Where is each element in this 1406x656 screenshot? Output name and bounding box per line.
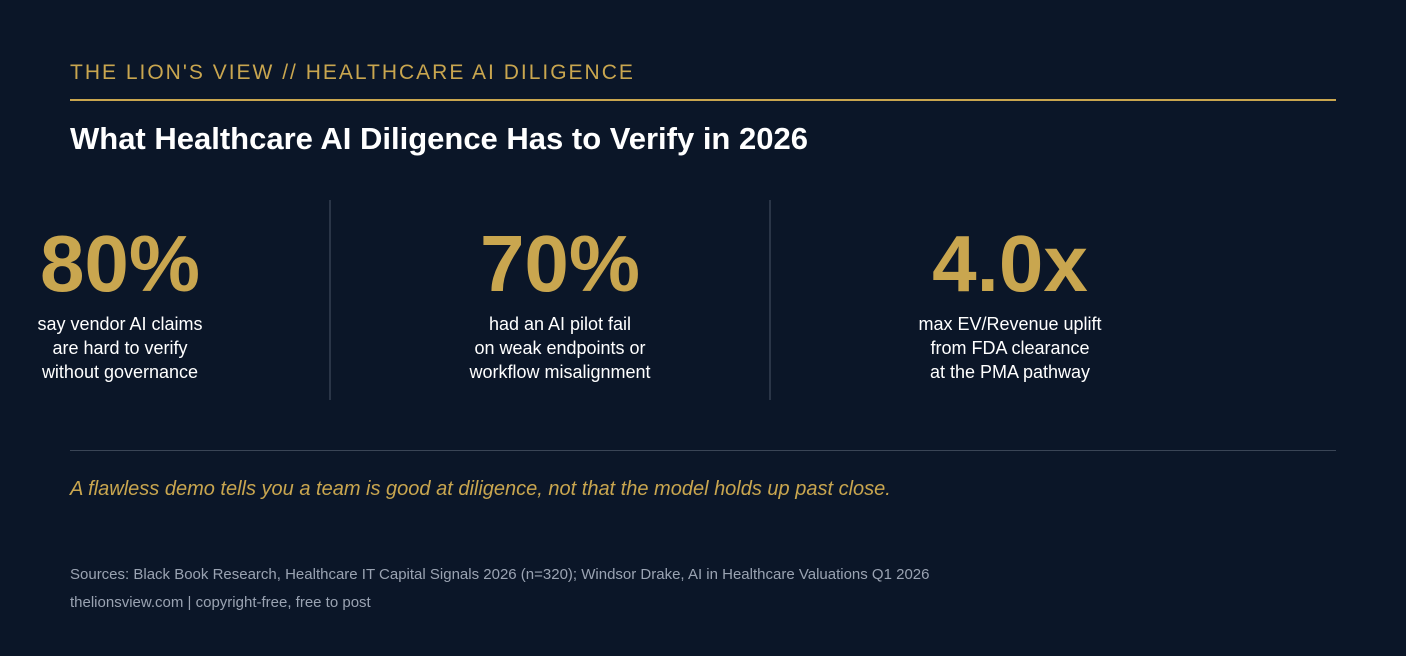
header-divider [70, 99, 1336, 101]
stat-description-line: workflow misalignment [469, 362, 651, 382]
stat-description-line: without governance [41, 362, 199, 382]
stat-divider [329, 200, 331, 400]
page-title: What Healthcare AI Diligence Has to Veri… [70, 121, 808, 156]
sources-note: Sources: Black Book Research, Healthcare… [70, 566, 930, 583]
section-divider [70, 450, 1336, 451]
stat-description: say vendor AI claims are hard to verify … [0, 312, 250, 384]
stat-description-line: say vendor AI claims [37, 314, 203, 334]
footer-credit: thelionsview.com | copyright-free, free … [70, 594, 371, 611]
stat-description-line: are hard to verify [52, 338, 188, 358]
stat-description-line: on weak endpoints or [474, 338, 646, 358]
stat-description-line: max EV/Revenue uplift [918, 314, 1102, 334]
stat-card: 80% say vendor AI claims are hard to ver… [0, 218, 250, 384]
stat-description-line: from FDA clearance [930, 338, 1090, 358]
stat-description-line: at the PMA pathway [929, 362, 1091, 382]
stat-value: 4.0x [932, 219, 1088, 308]
stat-value: 80% [39, 219, 201, 308]
stat-divider [769, 200, 771, 400]
stat-description: max EV/Revenue uplift from FDA clearance… [880, 312, 1140, 384]
stat-card: 4.0x max EV/Revenue uplift from FDA clea… [880, 218, 1140, 384]
kicker: THE LION'S VIEW // HEALTHCARE AI DILIGEN… [70, 61, 635, 84]
stat-card: 70% had an AI pilot fail on weak endpoin… [430, 218, 690, 384]
pull-quote: A flawless demo tells you a team is good… [70, 478, 891, 500]
stat-description-line: had an AI pilot fail [488, 314, 632, 334]
stat-value: 70% [479, 219, 641, 308]
stat-description: had an AI pilot fail on weak endpoints o… [430, 312, 690, 384]
